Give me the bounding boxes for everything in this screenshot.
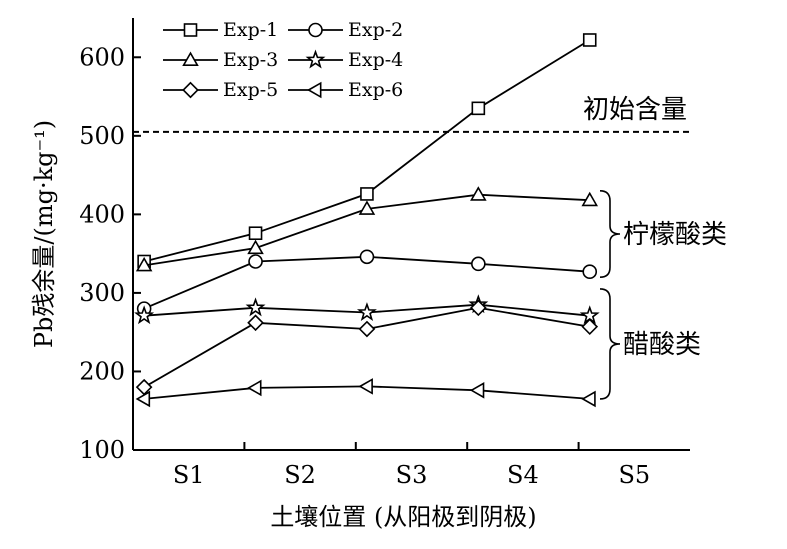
data-point-exp-4 — [134, 305, 155, 325]
data-point-exp-5 — [581, 318, 599, 336]
data-point-exp-4 — [356, 302, 377, 322]
series-exp-5 — [135, 299, 599, 396]
legend-marker-exp-6 — [306, 81, 322, 99]
data-point-exp-2 — [471, 256, 486, 272]
legend-label: Exp-1 — [223, 19, 278, 41]
legend: Exp-1 Exp-2 Exp-3 Exp-4 Exp-5 Exp-6 — [163, 19, 403, 101]
y-tick-label: 100 — [79, 436, 125, 464]
x-tick-label: S1 — [173, 461, 205, 489]
y-tick-label: 300 — [79, 279, 125, 307]
legend-entry-exp-1: Exp-1 — [163, 19, 278, 41]
y-tick-label: 200 — [79, 357, 125, 385]
legend-entry-exp-2: Exp-2 — [288, 19, 403, 41]
data-point-exp-6 — [247, 379, 262, 397]
legend-entry-exp-4: Exp-4 — [288, 49, 403, 71]
data-point-exp-5 — [247, 314, 264, 332]
y-tick-label: 400 — [79, 200, 125, 228]
y-tick-label: 600 — [79, 43, 125, 71]
x-tick-label: S2 — [284, 461, 316, 489]
bracket-path — [599, 288, 621, 400]
data-point-exp-6 — [581, 390, 596, 408]
series-line-exp-1 — [143, 39, 591, 263]
group-label: 柠檬酸类 — [623, 220, 727, 250]
series-exp-4 — [134, 294, 600, 325]
data-point-exp-3 — [247, 239, 264, 255]
data-point-exp-1 — [248, 226, 263, 241]
data-point-exp-4 — [245, 297, 266, 317]
x-axis-title: 土壤位置 (从阳极到阴极) — [270, 503, 536, 531]
data-point-exp-3 — [135, 256, 153, 272]
data-point-exp-6 — [469, 382, 485, 399]
legend-marker-exp-3 — [182, 51, 199, 66]
legend-marker-exp-5 — [182, 81, 199, 99]
data-point-exp-3 — [581, 191, 599, 207]
group-bracket-2: 醋酸类 — [599, 288, 701, 400]
legend-marker-exp-4 — [305, 49, 326, 69]
legend-label: Exp-6 — [348, 79, 403, 101]
x-tick-label: S3 — [396, 461, 428, 489]
series-exp-2 — [136, 249, 598, 316]
legend-marker-exp-1 — [183, 23, 198, 37]
legend-label: Exp-2 — [348, 19, 403, 41]
data-point-exp-5 — [470, 299, 487, 317]
data-point-exp-1 — [360, 187, 374, 201]
axes: 100 200 300 400 500 600 S1 S2 S3 S4 S5 土壤位置 (从阳极到阴极… — [30, 18, 690, 531]
series-line-exp-5 — [143, 306, 590, 388]
legend-entry-exp-6: Exp-6 — [288, 79, 403, 101]
y-axis-title: Pb残余量/(mg·kg⁻¹) — [30, 120, 58, 348]
group-label: 醋酸类 — [623, 330, 701, 360]
data-point-exp-5 — [358, 320, 376, 338]
data-point-exp-1 — [582, 33, 597, 47]
series-line-exp-2 — [143, 255, 590, 310]
data-point-exp-6 — [135, 390, 151, 408]
data-point-exp-3 — [470, 186, 487, 201]
legend-label: Exp-5 — [223, 79, 278, 101]
data-point-exp-2 — [248, 254, 263, 269]
data-point-exp-2 — [359, 249, 375, 265]
x-tick-label: S4 — [507, 461, 539, 489]
data-point-exp-3 — [358, 200, 376, 215]
series-exp-1 — [137, 33, 597, 269]
y-tick-label: 500 — [79, 122, 125, 150]
legend-label: Exp-4 — [348, 49, 403, 71]
legend-entry-exp-5: Exp-5 — [163, 79, 278, 101]
series-group — [134, 33, 600, 408]
legend-marker-exp-2 — [308, 22, 323, 38]
x-tick-label: S5 — [618, 461, 650, 489]
series-exp-6 — [135, 378, 596, 408]
data-point-exp-1 — [471, 101, 486, 116]
bracket-path — [599, 190, 621, 278]
data-point-exp-6 — [358, 378, 373, 395]
group-bracket-1: 柠檬酸类 — [599, 190, 727, 278]
initial-content-reference: 初始含量 — [133, 95, 690, 133]
data-point-exp-2 — [582, 264, 598, 280]
legend-entry-exp-3: Exp-3 — [163, 49, 278, 71]
series-exp-3 — [135, 186, 599, 272]
legend-label: Exp-3 — [223, 49, 278, 71]
initial-content-label: 初始含量 — [583, 95, 687, 125]
